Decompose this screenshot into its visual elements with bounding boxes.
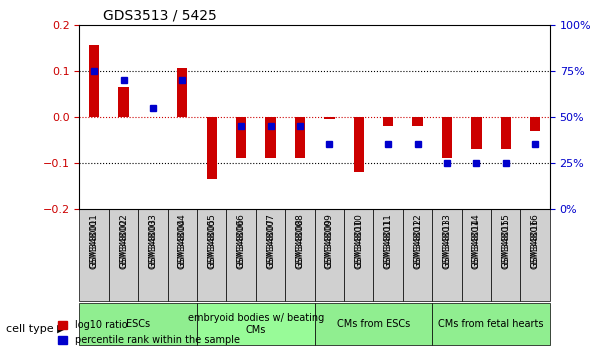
- FancyBboxPatch shape: [197, 303, 315, 345]
- Bar: [119, 87, 129, 117]
- Text: GSM348003: GSM348003: [148, 218, 158, 269]
- Text: GSM348002: GSM348002: [119, 213, 128, 268]
- Bar: [324, 117, 334, 119]
- Bar: [265, 117, 276, 158]
- Text: GSM348004: GSM348004: [178, 218, 187, 269]
- Bar: [383, 117, 393, 126]
- FancyBboxPatch shape: [403, 209, 433, 301]
- Text: GSM348001: GSM348001: [90, 213, 98, 268]
- Text: GSM348005: GSM348005: [207, 218, 216, 269]
- FancyBboxPatch shape: [79, 209, 109, 301]
- FancyBboxPatch shape: [167, 209, 197, 301]
- FancyBboxPatch shape: [433, 303, 550, 345]
- FancyBboxPatch shape: [109, 209, 138, 301]
- Text: GSM348011: GSM348011: [384, 218, 393, 269]
- Text: GSM348015: GSM348015: [501, 213, 510, 268]
- FancyBboxPatch shape: [79, 303, 197, 345]
- Text: GSM348015: GSM348015: [501, 218, 510, 269]
- Text: GSM348008: GSM348008: [296, 218, 304, 269]
- Text: cell type ▶: cell type ▶: [6, 324, 66, 334]
- FancyBboxPatch shape: [315, 209, 344, 301]
- Bar: [442, 117, 452, 158]
- Text: GSM348006: GSM348006: [236, 213, 246, 268]
- Text: GSM348014: GSM348014: [472, 218, 481, 269]
- FancyBboxPatch shape: [256, 209, 285, 301]
- Text: ESCs: ESCs: [126, 319, 150, 329]
- Text: GSM348007: GSM348007: [266, 213, 275, 268]
- Text: GDS3513 / 5425: GDS3513 / 5425: [103, 8, 217, 22]
- Text: GSM348012: GSM348012: [413, 213, 422, 268]
- Text: GSM348016: GSM348016: [531, 213, 540, 268]
- FancyBboxPatch shape: [462, 209, 491, 301]
- Text: GSM348010: GSM348010: [354, 213, 364, 268]
- FancyBboxPatch shape: [285, 209, 315, 301]
- FancyBboxPatch shape: [521, 209, 550, 301]
- Text: GSM348014: GSM348014: [472, 213, 481, 268]
- Text: embryoid bodies w/ beating
CMs: embryoid bodies w/ beating CMs: [188, 313, 324, 335]
- Bar: [412, 117, 423, 126]
- Text: GSM348003: GSM348003: [148, 213, 158, 268]
- Bar: [236, 117, 246, 158]
- FancyBboxPatch shape: [373, 209, 403, 301]
- Bar: [354, 117, 364, 172]
- Text: GSM348013: GSM348013: [442, 213, 452, 268]
- Text: GSM348012: GSM348012: [413, 218, 422, 269]
- Bar: [500, 117, 511, 149]
- FancyBboxPatch shape: [227, 209, 256, 301]
- FancyBboxPatch shape: [344, 209, 373, 301]
- FancyBboxPatch shape: [197, 209, 227, 301]
- FancyBboxPatch shape: [315, 303, 433, 345]
- Text: GSM348007: GSM348007: [266, 218, 275, 269]
- Text: GSM348006: GSM348006: [236, 218, 246, 269]
- Text: GSM348013: GSM348013: [442, 218, 452, 269]
- Text: GSM348005: GSM348005: [207, 213, 216, 268]
- Text: GSM348011: GSM348011: [384, 213, 393, 268]
- Bar: [177, 68, 188, 117]
- Text: CMs from fetal hearts: CMs from fetal hearts: [438, 319, 544, 329]
- Text: GSM348004: GSM348004: [178, 213, 187, 268]
- Text: GSM348001: GSM348001: [90, 218, 98, 269]
- Text: GSM348009: GSM348009: [325, 218, 334, 269]
- Text: GSM348010: GSM348010: [354, 218, 364, 269]
- Text: GSM348009: GSM348009: [325, 213, 334, 268]
- FancyBboxPatch shape: [138, 209, 167, 301]
- Legend: log10 ratio, percentile rank within the sample: log10 ratio, percentile rank within the …: [54, 316, 244, 349]
- Bar: [89, 45, 99, 117]
- FancyBboxPatch shape: [491, 209, 521, 301]
- Bar: [530, 117, 540, 131]
- Bar: [295, 117, 305, 158]
- Bar: [471, 117, 481, 149]
- Bar: [207, 117, 217, 179]
- Text: GSM348002: GSM348002: [119, 218, 128, 269]
- FancyBboxPatch shape: [433, 209, 462, 301]
- Text: GSM348016: GSM348016: [531, 218, 540, 269]
- Text: CMs from ESCs: CMs from ESCs: [337, 319, 410, 329]
- Text: GSM348008: GSM348008: [296, 213, 304, 268]
